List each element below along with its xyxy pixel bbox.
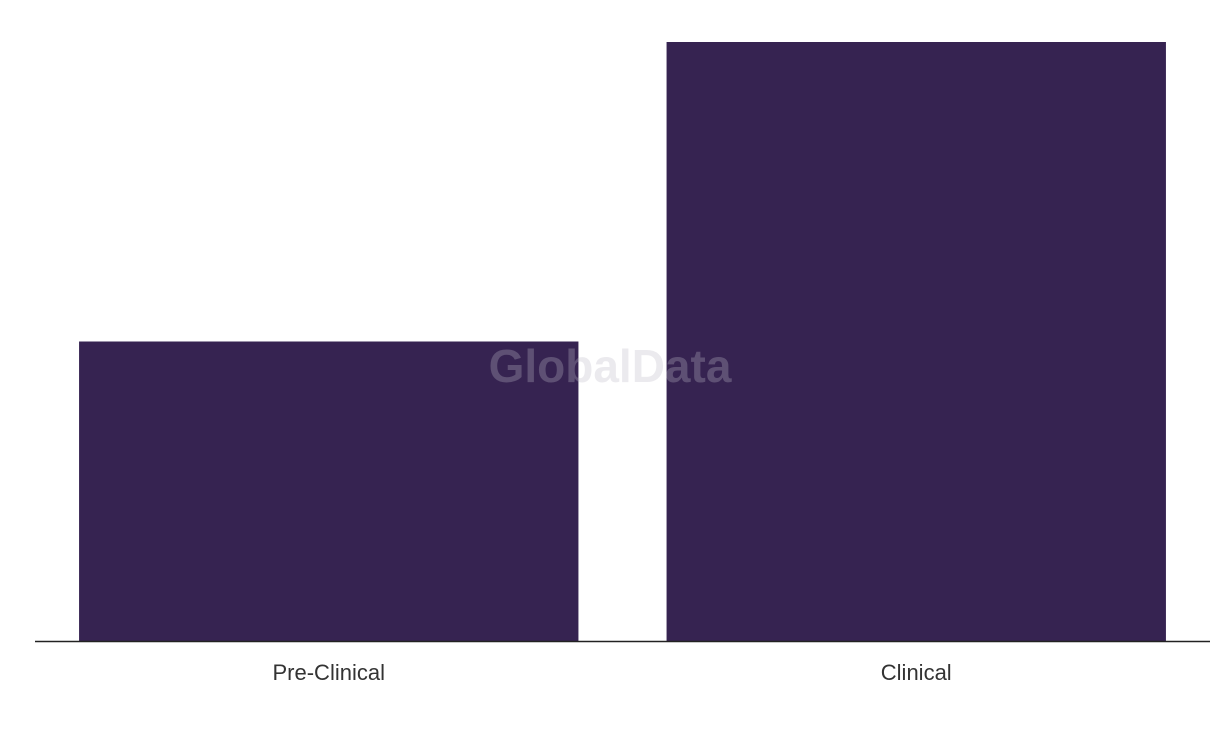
x-tick-label: Pre-Clinical — [273, 660, 385, 685]
plot-area — [79, 42, 1166, 641]
bar — [79, 341, 579, 641]
bar — [666, 42, 1166, 641]
watermark: GlobalData — [489, 340, 732, 392]
x-tick-label: Clinical — [881, 660, 952, 685]
